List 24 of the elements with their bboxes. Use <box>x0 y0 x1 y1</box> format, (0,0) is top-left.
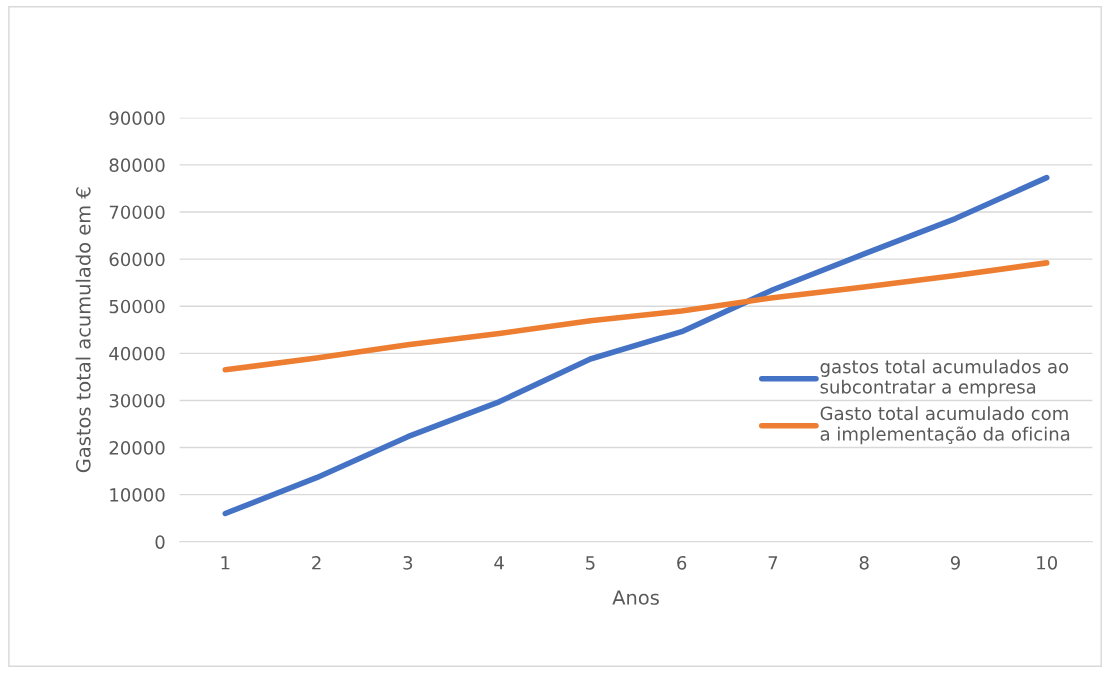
x-tick-label: 10 <box>1037 555 1058 570</box>
y-tick-label: 80000 <box>109 158 165 172</box>
y-axis-title: Gastos total acumulado em € <box>75 187 91 473</box>
x-tick-label: 4 <box>494 556 504 570</box>
x-axis-title: Anos <box>612 590 659 605</box>
x-tick-label: 9 <box>950 555 960 570</box>
y-tick-label: 20000 <box>109 441 165 455</box>
y-tick-label: 90000 <box>109 111 165 125</box>
y-tick-label: 70000 <box>109 205 165 220</box>
x-tick-label: 1 <box>221 556 230 570</box>
legend-label: gastos total acumulados ao subcontratar a empresa <box>820 359 1069 398</box>
y-tick-label: 10000 <box>110 488 165 502</box>
y-tick-label: 0 <box>155 535 165 549</box>
y-tick-label: 50000 <box>109 299 165 314</box>
y-tick-label: 30000 <box>109 393 165 408</box>
x-tick-label: 6 <box>677 555 687 570</box>
x-tick-label: 8 <box>859 555 869 570</box>
y-tick-label: 40000 <box>109 346 165 361</box>
x-tick-label: 3 <box>403 555 413 570</box>
y-tick-label: 60000 <box>109 252 165 267</box>
legend-label: Gasto total acumulado com a implementação da oficina <box>820 406 1070 445</box>
x-tick-label: 2 <box>312 555 321 570</box>
x-tick-label: 5 <box>586 556 595 570</box>
x-tick-label: 7 <box>768 556 778 570</box>
